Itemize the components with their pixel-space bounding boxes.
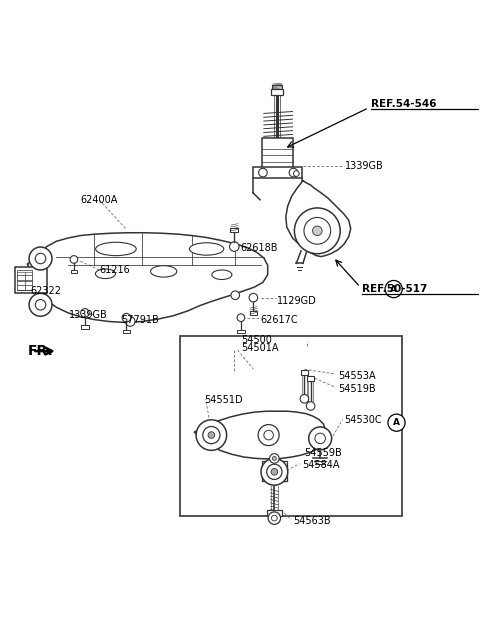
Circle shape	[208, 431, 215, 439]
Polygon shape	[286, 181, 351, 257]
Bar	[273, 86, 282, 90]
Circle shape	[29, 247, 52, 270]
Circle shape	[309, 427, 332, 450]
Text: 62400A: 62400A	[80, 195, 118, 205]
Circle shape	[294, 208, 340, 254]
Bar	[262, 138, 293, 169]
Polygon shape	[195, 412, 326, 459]
Circle shape	[29, 293, 52, 316]
Circle shape	[271, 469, 278, 475]
Bar	[262, 461, 287, 482]
Text: 61216: 61216	[99, 266, 130, 275]
Bar	[180, 336, 402, 516]
Text: 54584A: 54584A	[302, 460, 339, 469]
Circle shape	[312, 226, 322, 235]
Circle shape	[289, 168, 298, 177]
Circle shape	[267, 464, 282, 480]
Text: 54500: 54500	[241, 334, 272, 345]
Ellipse shape	[151, 266, 177, 277]
Ellipse shape	[96, 242, 136, 256]
Bar	[253, 167, 302, 178]
Text: FR.: FR.	[28, 344, 53, 358]
Circle shape	[125, 317, 135, 326]
Bar	[250, 311, 257, 315]
Circle shape	[35, 253, 46, 264]
Circle shape	[293, 170, 299, 176]
Circle shape	[259, 168, 267, 177]
Circle shape	[229, 242, 239, 251]
Text: 1339GB: 1339GB	[69, 311, 108, 320]
Text: 54563B: 54563B	[293, 516, 331, 526]
Text: 62322: 62322	[30, 286, 61, 296]
Bar	[262, 476, 287, 482]
Circle shape	[70, 256, 78, 263]
Text: 62618B: 62618B	[240, 242, 277, 253]
Bar	[307, 376, 314, 381]
Text: 54501A: 54501A	[241, 343, 279, 353]
Text: 54551D: 54551D	[204, 395, 243, 405]
Circle shape	[270, 454, 279, 463]
Circle shape	[315, 433, 325, 444]
Bar	[300, 370, 308, 375]
Bar	[17, 281, 25, 289]
Bar	[71, 270, 77, 273]
Text: REF.50-517: REF.50-517	[362, 284, 427, 294]
Circle shape	[196, 420, 227, 450]
Text: 1339GB: 1339GB	[345, 161, 384, 172]
Bar	[230, 228, 238, 231]
Circle shape	[249, 293, 258, 302]
Text: REF.54-546: REF.54-546	[371, 100, 437, 109]
Circle shape	[272, 515, 277, 521]
Polygon shape	[28, 233, 268, 322]
Circle shape	[264, 430, 274, 440]
Circle shape	[268, 512, 281, 524]
Bar	[25, 273, 33, 281]
Circle shape	[273, 457, 276, 460]
Bar	[15, 267, 47, 293]
Ellipse shape	[190, 243, 224, 255]
Bar	[272, 89, 283, 95]
Circle shape	[231, 291, 240, 300]
Bar	[81, 325, 89, 329]
Bar	[237, 330, 245, 333]
Text: 57791B: 57791B	[121, 315, 159, 325]
Text: A: A	[393, 418, 400, 427]
Circle shape	[304, 217, 331, 244]
Circle shape	[306, 402, 315, 410]
Text: 62617C: 62617C	[261, 314, 298, 325]
Text: 1129GD: 1129GD	[277, 296, 317, 306]
Bar	[17, 271, 33, 289]
Bar	[17, 273, 25, 281]
Circle shape	[258, 424, 279, 446]
Bar	[267, 511, 282, 516]
Circle shape	[237, 314, 245, 322]
Circle shape	[35, 300, 46, 310]
Circle shape	[385, 280, 402, 298]
Circle shape	[261, 458, 288, 485]
Circle shape	[300, 395, 309, 403]
Circle shape	[203, 426, 220, 444]
Bar	[25, 281, 33, 289]
Ellipse shape	[212, 270, 232, 280]
Text: A: A	[390, 285, 397, 294]
Text: 54559B: 54559B	[304, 448, 342, 458]
Circle shape	[122, 313, 131, 322]
Bar	[123, 330, 130, 334]
Text: 54553A: 54553A	[338, 371, 375, 381]
Text: 54519B: 54519B	[338, 385, 375, 394]
Circle shape	[388, 414, 405, 431]
Circle shape	[81, 309, 89, 317]
Text: 54530C: 54530C	[344, 415, 382, 425]
Ellipse shape	[96, 269, 116, 278]
